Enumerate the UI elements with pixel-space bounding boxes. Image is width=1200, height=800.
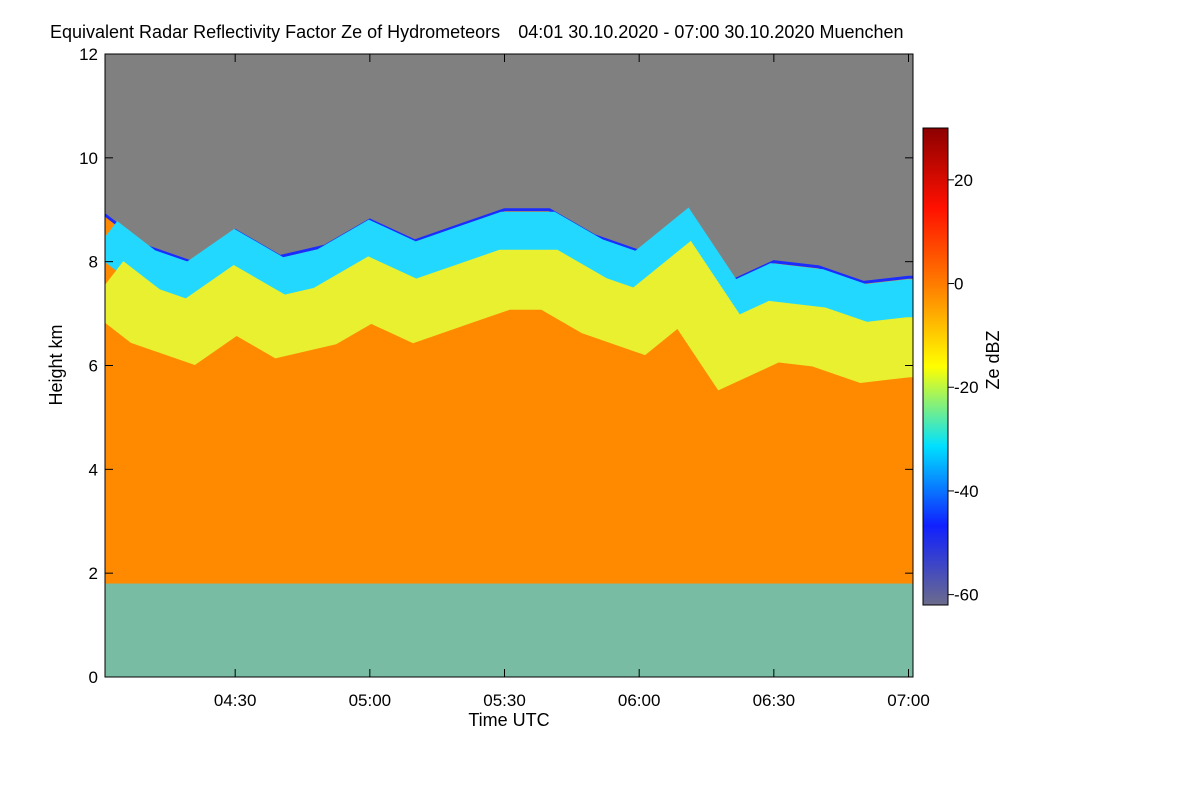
y-tick-label: 10 xyxy=(79,149,98,168)
x-tick-label: 05:00 xyxy=(349,691,392,710)
colorbar-tick-label: -40 xyxy=(954,482,979,501)
y-tick-label: 4 xyxy=(89,460,98,479)
colorbar-tick-label: 20 xyxy=(954,171,973,190)
colorbar-title: Ze dBZ xyxy=(983,330,1003,389)
chart-title-text: Equivalent Radar Reflectivity Factor Ze … xyxy=(50,22,501,42)
x-tick-label: 06:30 xyxy=(753,691,796,710)
colorbar-axis: 20 0 -20 -40 -60 xyxy=(948,171,979,605)
x-axis: 04:30 05:00 05:30 06:00 06:30 07:00 xyxy=(214,54,930,710)
colorbar xyxy=(922,127,949,606)
y-tick-label: 12 xyxy=(79,45,98,64)
colorbar-tick-label: -20 xyxy=(954,378,979,397)
x-tick-label: 06:00 xyxy=(618,691,661,710)
colorbar-tick-label: -60 xyxy=(954,586,979,605)
chart-title: Equivalent Radar Reflectivity Factor Ze … xyxy=(50,22,904,43)
reflectivity-field xyxy=(105,207,913,677)
y-tick-label: 6 xyxy=(89,357,98,376)
echo-top-cyan xyxy=(105,207,913,330)
y-tick-label: 0 xyxy=(89,668,98,687)
x-axis-title: Time UTC xyxy=(468,710,549,730)
y-axis-title: Height km xyxy=(46,324,66,405)
y-tick-label: 8 xyxy=(89,253,98,272)
y-tick-label: 2 xyxy=(89,564,98,583)
y-axis: 0 2 4 6 8 10 12 xyxy=(79,45,913,687)
x-tick-label: 05:30 xyxy=(483,691,526,710)
x-tick-label: 07:00 xyxy=(887,691,930,710)
x-tick-label: 04:30 xyxy=(214,691,257,710)
low-level-band xyxy=(105,583,913,677)
chart-subtitle-text: 04:01 30.10.2020 - 07:00 30.10.2020 Muen… xyxy=(518,22,904,42)
colorbar-tick-label: 0 xyxy=(954,275,963,294)
echo-top-yellow xyxy=(105,240,913,391)
